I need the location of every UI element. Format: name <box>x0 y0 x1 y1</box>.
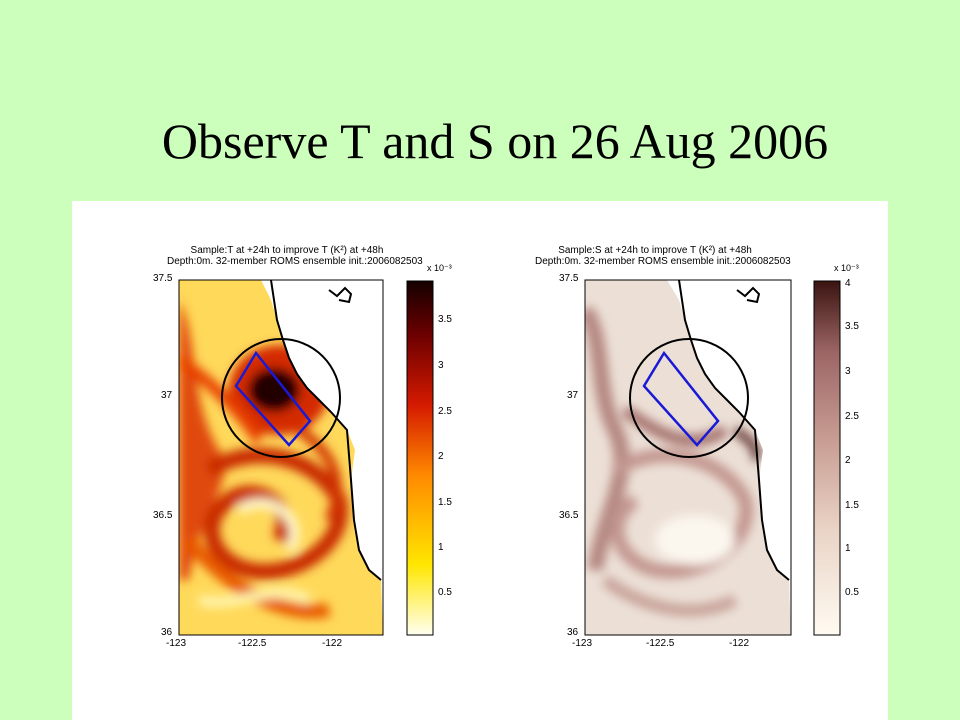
left-land-mask <box>261 280 383 635</box>
left-cbtick-1.5: 1.5 <box>438 497 452 508</box>
left-axes-frame <box>178 279 384 636</box>
right-cbtick-4: 4 <box>845 278 851 289</box>
right-colorbar <box>813 280 841 636</box>
right-colorbar-exponent: x 10⁻³ <box>834 263 859 273</box>
right-target-rectangle <box>642 350 720 447</box>
right-cbtick-2: 2 <box>845 455 851 466</box>
left-colorbar <box>406 280 434 636</box>
right-cbtick-0.5: 0.5 <box>845 587 859 598</box>
right-field-band-5 <box>732 426 761 462</box>
right-cbtick-1.5: 1.5 <box>845 500 859 511</box>
left-title-line2: Depth:0m. 32-member ROMS ensemble init.:… <box>167 256 423 267</box>
right-field-pale-1 <box>655 515 735 565</box>
right-heatmap <box>584 279 792 636</box>
left-title-line1: Sample:T at +24h to improve T (K²) at +4… <box>190 245 384 256</box>
right-xtick-neg122: -122 <box>729 638 750 649</box>
left-xtick-neg123: -123 <box>166 638 187 649</box>
right-axes-frame <box>584 279 792 636</box>
left-ytick-37.5: 37.5 <box>153 273 173 284</box>
left-cbtick-0.5: 0.5 <box>438 587 452 598</box>
right-ytick-36: 36 <box>567 627 579 638</box>
left-field-pale-1 <box>236 498 300 553</box>
left-field-band-2 <box>203 447 349 580</box>
left-cbtick-1: 1 <box>438 542 444 553</box>
left-cbtick-2: 2 <box>438 451 444 462</box>
left-cbtick-3.5: 3.5 <box>438 314 452 325</box>
figure-panel: Sample:T at +24h to improve T (K²) at +4… <box>72 201 888 720</box>
right-cbtick-1: 1 <box>845 543 851 554</box>
left-target-circle <box>221 338 341 458</box>
right-field-band-1 <box>585 305 630 572</box>
right-field-band-4 <box>601 575 738 617</box>
right-field-band-3 <box>621 405 729 447</box>
right-ytick-36.5: 36.5 <box>559 510 579 521</box>
left-coastline <box>270 280 382 581</box>
left-field-band-4 <box>296 425 343 523</box>
right-xtick-neg123: -123 <box>572 638 593 649</box>
left-colorbar-exponent: x 10⁻³ <box>427 263 452 273</box>
right-plot-title: Sample:S at +24h to improve T (K²) at +4… <box>535 245 791 267</box>
right-target-circle <box>629 338 749 458</box>
right-xtick-neg122.5: -122.5 <box>646 638 675 649</box>
right-land-mask <box>667 280 791 635</box>
left-coast-bay <box>328 286 353 304</box>
right-coastline <box>678 280 790 581</box>
right-cbtick-3.5: 3.5 <box>845 321 859 332</box>
right-ytick-37.5: 37.5 <box>559 273 579 284</box>
left-xtick-neg122: -122 <box>322 638 343 649</box>
left-cbtick-2.5: 2.5 <box>438 406 452 417</box>
left-ytick-36.5: 36.5 <box>153 510 173 521</box>
left-plot-title: Sample:T at +24h to improve T (K²) at +4… <box>167 245 423 267</box>
left-target-rectangle <box>234 350 312 447</box>
left-field-hotspot-core <box>248 368 300 412</box>
slide-title: Observe T and S on 26 Aug 2006 <box>161 113 829 169</box>
left-heatmap <box>178 279 384 636</box>
right-cbtick-2.5: 2.5 <box>845 411 859 422</box>
left-xtick-neg122.5: -122.5 <box>238 638 267 649</box>
left-field-pale-2 <box>197 587 312 608</box>
left-ytick-36: 36 <box>161 627 173 638</box>
right-ytick-37: 37 <box>567 390 579 401</box>
right-title-line2: Depth:0m. 32-member ROMS ensemble init.:… <box>535 256 791 267</box>
left-ytick-37: 37 <box>161 390 173 401</box>
right-title-line1: Sample:S at +24h to improve T (K²) at +4… <box>558 245 752 256</box>
left-cbtick-3: 3 <box>438 360 444 371</box>
right-cbtick-3: 3 <box>845 366 851 377</box>
right-coast-bay <box>736 286 761 304</box>
